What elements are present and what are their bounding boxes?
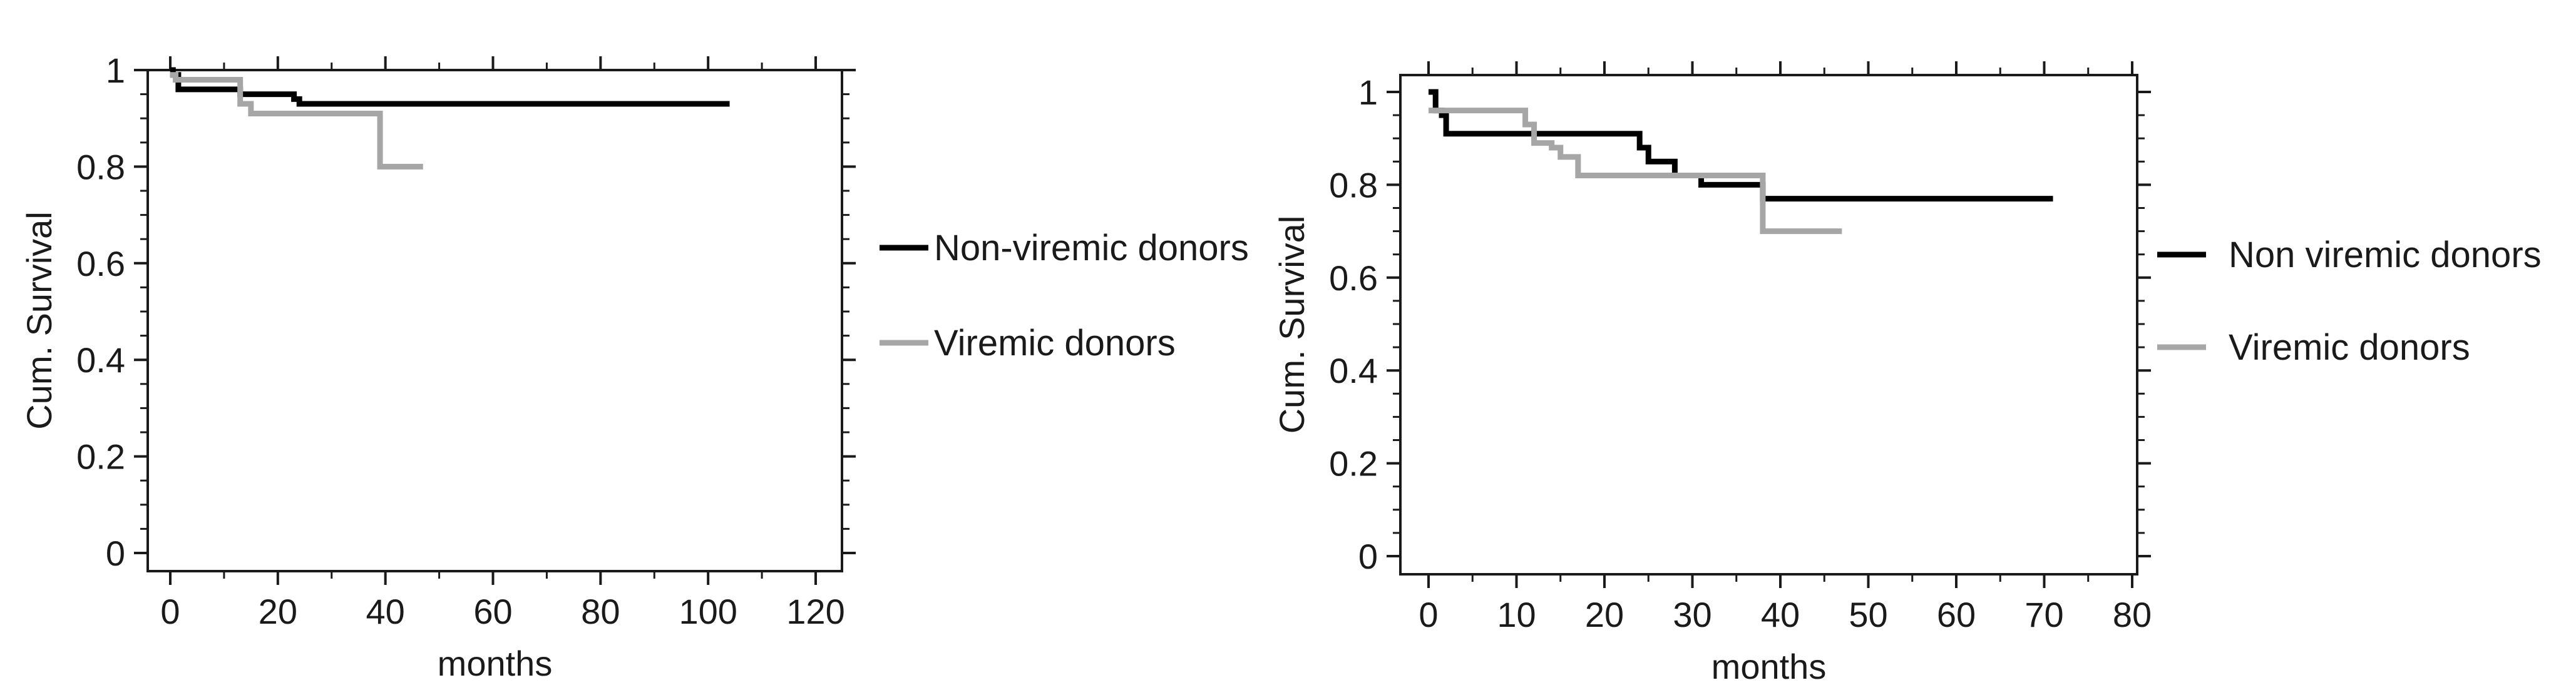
- y-axis-title: Cum. Survival: [19, 211, 59, 430]
- y-axis-title: Cum. Survival: [1272, 216, 1311, 434]
- series-line-2: [1429, 108, 1842, 235]
- legend-label: Viremic donors: [934, 323, 1176, 363]
- x-tick-label: 40: [1761, 595, 1800, 634]
- x-tick-label: 30: [1673, 595, 1711, 634]
- x-tick-label: 80: [2113, 595, 2152, 634]
- x-tick-label: 20: [1585, 595, 1624, 634]
- x-tick-label: 120: [786, 592, 844, 631]
- x-tick-label: 50: [1849, 595, 1887, 634]
- x-tick-label: 60: [1937, 595, 1976, 634]
- series-line-1: [170, 67, 730, 107]
- y-tick-label: 0.6: [1329, 258, 1378, 298]
- y-tick-label: 0.8: [1329, 165, 1378, 205]
- y-tick-label: 0.6: [76, 244, 125, 283]
- x-tick-label: 100: [679, 592, 737, 631]
- x-axis-title: months: [438, 644, 553, 683]
- y-tick-label: 1: [106, 51, 125, 90]
- y-tick-label: 0.2: [1329, 444, 1378, 484]
- y-tick-label: 0.4: [76, 340, 125, 380]
- x-tick-label: 60: [473, 592, 512, 631]
- legend-label: Non viremic donors: [2229, 235, 2542, 275]
- plot-frame: [146, 69, 843, 572]
- x-tick-label: 40: [366, 592, 405, 631]
- x-tick-label: 0: [160, 592, 180, 631]
- y-tick-label: 0: [106, 534, 125, 573]
- y-tick-label: 0.2: [76, 437, 125, 477]
- x-tick-label: 20: [259, 592, 297, 631]
- x-tick-label: 70: [2024, 595, 2063, 634]
- legend-label: Non-viremic donors: [934, 228, 1249, 268]
- legend-label: Viremic donors: [2229, 327, 2470, 368]
- x-tick-label: 80: [581, 592, 620, 631]
- y-tick-label: 1: [1358, 73, 1378, 112]
- y-tick-label: 0.8: [76, 147, 125, 186]
- y-tick-label: 0: [1358, 537, 1378, 576]
- y-tick-label: 0.4: [1329, 351, 1378, 390]
- series-line-2: [170, 72, 423, 170]
- x-tick-label: 0: [1419, 595, 1438, 634]
- x-tick-label: 10: [1497, 595, 1536, 634]
- x-axis-title: months: [1711, 647, 1827, 686]
- plot-frame: [1399, 74, 2138, 576]
